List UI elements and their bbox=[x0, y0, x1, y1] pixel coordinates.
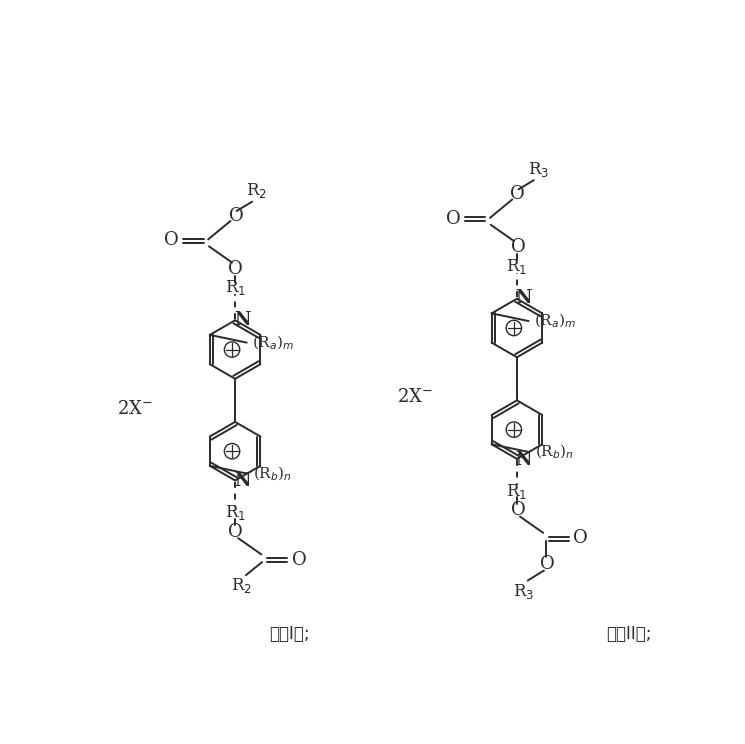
Text: N: N bbox=[516, 289, 532, 307]
Text: R$_1$: R$_1$ bbox=[224, 278, 246, 298]
Text: 式（I）;: 式（I）; bbox=[270, 626, 310, 644]
Text: N: N bbox=[516, 451, 532, 469]
Text: O: O bbox=[291, 551, 306, 568]
Text: O: O bbox=[511, 501, 526, 519]
Text: O: O bbox=[446, 210, 460, 228]
Text: R$_1$: R$_1$ bbox=[507, 257, 527, 276]
Text: O: O bbox=[511, 238, 526, 256]
Text: 2X$^{-}$: 2X$^{-}$ bbox=[396, 388, 432, 406]
Text: N: N bbox=[234, 472, 250, 490]
Text: R$_1$: R$_1$ bbox=[507, 481, 527, 501]
Text: R$_2$: R$_2$ bbox=[231, 577, 252, 595]
Text: (R$_b$)$_n$: (R$_b$)$_n$ bbox=[253, 464, 292, 483]
Text: O: O bbox=[540, 555, 555, 574]
Text: O: O bbox=[229, 207, 244, 225]
Text: (R$_b$)$_n$: (R$_b$)$_n$ bbox=[535, 443, 574, 461]
Text: 式（II）;: 式（II）; bbox=[606, 626, 651, 644]
Text: (R$_a$)$_m$: (R$_a$)$_m$ bbox=[533, 312, 576, 330]
Text: R$_3$: R$_3$ bbox=[513, 582, 533, 601]
Text: O: O bbox=[228, 260, 243, 278]
Text: R$_2$: R$_2$ bbox=[246, 182, 267, 200]
Text: O: O bbox=[574, 529, 589, 547]
Text: 2X$^{-}$: 2X$^{-}$ bbox=[117, 400, 153, 418]
Text: R$_3$: R$_3$ bbox=[528, 160, 549, 179]
Text: R$_1$: R$_1$ bbox=[224, 503, 246, 522]
Text: (R$_a$)$_m$: (R$_a$)$_m$ bbox=[252, 333, 294, 352]
Text: N: N bbox=[234, 310, 250, 329]
Text: O: O bbox=[510, 185, 525, 203]
Text: O: O bbox=[228, 523, 243, 541]
Text: O: O bbox=[164, 231, 179, 249]
